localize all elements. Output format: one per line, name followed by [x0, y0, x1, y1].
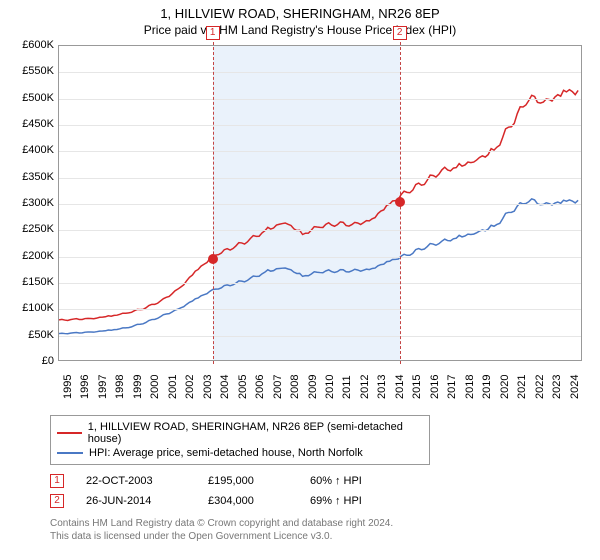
plot-region: 12: [58, 45, 582, 361]
transaction-row: 2 26-JUN-2014 £304,000 69% ↑ HPI: [50, 491, 590, 511]
y-tick-label: £400K: [10, 144, 54, 156]
x-tick-label: 2012: [359, 375, 371, 399]
x-tick-label: 1995: [62, 375, 74, 399]
gridline: [59, 309, 581, 310]
chart-title: 1, HILLVIEW ROAD, SHERINGHAM, NR26 8EP: [10, 6, 590, 21]
transaction-table: 1 22-OCT-2003 £195,000 60% ↑ HPI 2 26-JUN-201…: [50, 471, 590, 511]
legend-label: HPI: Average price, semi-detached house,…: [89, 447, 363, 459]
x-tick-label: 2006: [254, 375, 266, 399]
x-tick-label: 2016: [429, 375, 441, 399]
y-tick-label: £50K: [10, 329, 54, 341]
legend-row: HPI: Average price, semi-detached house,…: [57, 446, 423, 460]
x-tick-label: 2000: [149, 375, 161, 399]
chart-area: £0 £50K £100K £150K £200K £250K £300K £350K £400…: [10, 45, 590, 407]
marker-dashline: [213, 42, 214, 364]
transaction-date: 26-JUN-2014: [86, 495, 186, 507]
x-tick-label: 2008: [289, 375, 301, 399]
y-tick-label: £500K: [10, 92, 54, 104]
transaction-date: 22-OCT-2003: [86, 475, 186, 487]
disclaimer: Contains HM Land Registry data © Crown c…: [50, 517, 590, 543]
transaction-row: 1 22-OCT-2003 £195,000 60% ↑ HPI: [50, 471, 590, 491]
y-tick-label: £600K: [10, 39, 54, 51]
y-tick-label: £250K: [10, 223, 54, 235]
transaction-price: £195,000: [208, 475, 288, 487]
x-tick-label: 2010: [324, 375, 336, 399]
marker-label: 2: [393, 26, 407, 40]
x-tick-label: 2019: [481, 375, 493, 399]
gridline: [59, 230, 581, 231]
legend-swatch: [57, 452, 83, 454]
chart-subtitle: Price paid vs. HM Land Registry's House …: [10, 23, 590, 37]
x-tick-label: 2001: [167, 375, 179, 399]
marker-dot: [395, 197, 405, 207]
disclaimer-line-1: Contains HM Land Registry data © Crown c…: [50, 517, 590, 530]
x-tick-label: 1996: [79, 375, 91, 399]
x-tick-label: 1999: [132, 375, 144, 399]
legend-box: 1, HILLVIEW ROAD, SHERINGHAM, NR26 8EP (…: [50, 415, 430, 465]
x-tick-label: 2011: [341, 375, 353, 399]
gridline: [59, 283, 581, 284]
x-tick-label: 2023: [551, 375, 563, 399]
marker-dot: [208, 254, 218, 264]
x-tick-label: 2017: [446, 375, 458, 399]
line-layer: [59, 46, 581, 360]
y-tick-label: £450K: [10, 118, 54, 130]
x-tick-label: 2009: [307, 375, 319, 399]
gridline: [59, 257, 581, 258]
gridline: [59, 336, 581, 337]
x-tick-label: 2014: [394, 375, 406, 399]
gridline: [59, 204, 581, 205]
legend-swatch: [57, 432, 82, 434]
x-tick-label: 2002: [184, 375, 196, 399]
x-tick-label: 1997: [97, 375, 109, 399]
legend-label: 1, HILLVIEW ROAD, SHERINGHAM, NR26 8EP (…: [88, 421, 423, 445]
x-tick-label: 2021: [516, 375, 528, 399]
marker-label: 1: [206, 26, 220, 40]
x-tick-label: 2015: [411, 375, 423, 399]
transaction-delta: 69% ↑ HPI: [310, 495, 362, 507]
x-tick-label: 1998: [114, 375, 126, 399]
gridline: [59, 178, 581, 179]
x-tick-label: 2022: [534, 375, 546, 399]
transaction-index: 2: [50, 494, 64, 508]
series-line: [59, 199, 578, 334]
x-tick-label: 2013: [376, 375, 388, 399]
transaction-price: £304,000: [208, 495, 288, 507]
y-tick-label: £300K: [10, 197, 54, 209]
y-tick-label: £150K: [10, 276, 54, 288]
gridline: [59, 125, 581, 126]
x-tick-label: 2024: [569, 375, 581, 399]
x-tick-label: 2004: [219, 375, 231, 399]
y-tick-label: £100K: [10, 302, 54, 314]
disclaimer-line-2: This data is licensed under the Open Gov…: [50, 530, 590, 543]
gridline: [59, 151, 581, 152]
gridline: [59, 99, 581, 100]
transaction-index: 1: [50, 474, 64, 488]
gridline: [59, 72, 581, 73]
transaction-delta: 60% ↑ HPI: [310, 475, 362, 487]
y-tick-label: £550K: [10, 65, 54, 77]
arrow-up-icon: ↑: [335, 475, 341, 487]
y-tick-label: £200K: [10, 250, 54, 262]
x-tick-label: 2018: [464, 375, 476, 399]
chart-container: 1, HILLVIEW ROAD, SHERINGHAM, NR26 8EP P…: [0, 0, 600, 560]
x-tick-label: 2020: [499, 375, 511, 399]
y-tick-label: £350K: [10, 171, 54, 183]
x-tick-label: 2003: [202, 375, 214, 399]
x-tick-label: 2005: [237, 375, 249, 399]
arrow-up-icon: ↑: [335, 495, 341, 507]
y-tick-label: £0: [10, 355, 54, 367]
legend-row: 1, HILLVIEW ROAD, SHERINGHAM, NR26 8EP (…: [57, 420, 423, 446]
x-tick-label: 2007: [272, 375, 284, 399]
